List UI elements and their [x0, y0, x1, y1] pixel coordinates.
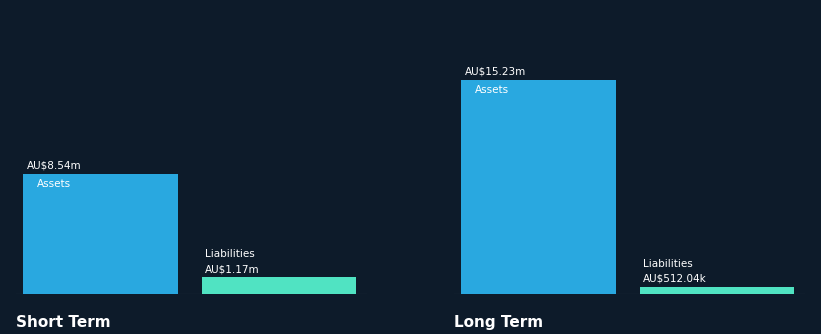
Text: Liabilities: Liabilities [205, 249, 255, 259]
Bar [640, 287, 794, 294]
Text: AU$512.04k: AU$512.04k [643, 274, 707, 284]
Bar [202, 278, 356, 294]
Text: AU$8.54m: AU$8.54m [27, 161, 81, 171]
Text: Assets: Assets [37, 179, 71, 189]
Text: Long Term: Long Term [454, 315, 544, 330]
Text: Liabilities: Liabilities [643, 259, 693, 269]
Text: Short Term: Short Term [16, 315, 111, 330]
Text: AU$1.17m: AU$1.17m [205, 264, 260, 274]
Bar [461, 80, 616, 294]
Bar [23, 174, 178, 294]
Text: Assets: Assets [475, 85, 509, 95]
Text: AU$15.23m: AU$15.23m [465, 66, 525, 76]
